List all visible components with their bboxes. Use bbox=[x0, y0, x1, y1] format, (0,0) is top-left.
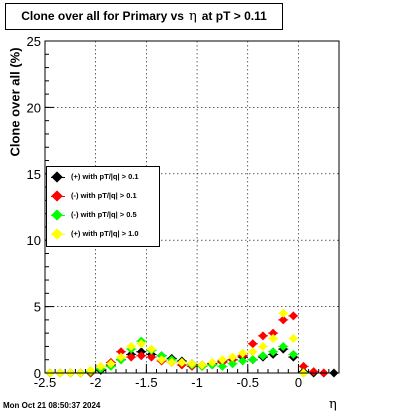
series-3 bbox=[45, 308, 309, 378]
data-point bbox=[167, 357, 177, 367]
x-tick-label: -1.5 bbox=[135, 375, 157, 390]
data-point bbox=[217, 355, 227, 365]
legend-label: (-) with pT/|q| > 0.1 bbox=[71, 191, 137, 200]
data-point bbox=[278, 341, 288, 351]
data-point bbox=[187, 359, 197, 369]
legend-marker bbox=[51, 209, 63, 221]
data-point bbox=[288, 311, 298, 321]
legend-marker bbox=[51, 228, 63, 240]
title-eta-symbol: η bbox=[188, 9, 197, 24]
timestamp: Mon Oct 21 08:50:37 2024 bbox=[3, 401, 101, 410]
data-point bbox=[238, 348, 248, 358]
data-point bbox=[146, 344, 156, 354]
data-point bbox=[288, 333, 298, 343]
data-point bbox=[238, 356, 248, 366]
x-tick-label: -0.5 bbox=[237, 375, 259, 390]
data-point bbox=[258, 351, 268, 361]
x-tick-label: -2.5 bbox=[34, 375, 56, 390]
chart-title: Clone over all for Primary vs η at pT > 0.… bbox=[5, 3, 283, 30]
legend-marker bbox=[51, 171, 63, 183]
series-1 bbox=[45, 311, 329, 378]
data-point bbox=[136, 351, 146, 361]
y-tick-label: 25 bbox=[27, 34, 41, 49]
data-point bbox=[116, 352, 126, 362]
data-point bbox=[146, 352, 156, 362]
y-tick-label: 0 bbox=[34, 366, 41, 381]
plot-frame bbox=[44, 40, 340, 374]
y-tick-label: 5 bbox=[34, 300, 41, 315]
x-axis-label: η bbox=[329, 397, 337, 412]
data-series bbox=[45, 308, 339, 378]
legend-item: (-) with pT/|q| > 0.1 bbox=[47, 189, 159, 205]
data-point bbox=[268, 328, 278, 338]
data-point bbox=[207, 357, 217, 367]
legend: (+) with pT/|q| > 0.1 (-) with pT/|q| > 0… bbox=[46, 166, 160, 247]
x-tick-label: 0 bbox=[295, 375, 302, 390]
data-point bbox=[258, 341, 268, 351]
data-point bbox=[248, 339, 258, 349]
axis-ticks: -2.5 -2 -1.5 -1 -0.5 0 0 5 10 15 20 25 bbox=[27, 34, 340, 390]
data-point bbox=[248, 347, 258, 357]
data-point bbox=[228, 359, 238, 369]
y-axis-label-text: Clone over all (%) bbox=[7, 47, 23, 157]
x-tick-label: -1 bbox=[191, 375, 203, 390]
data-point bbox=[126, 352, 136, 362]
legend-item: (-) with pT/|q| > 0.5 bbox=[47, 208, 159, 224]
data-point bbox=[96, 361, 106, 371]
data-point bbox=[299, 361, 309, 371]
data-point bbox=[268, 333, 278, 343]
data-point bbox=[177, 357, 187, 367]
y-tick-label: 15 bbox=[27, 167, 41, 182]
data-point bbox=[248, 355, 258, 365]
data-point bbox=[106, 359, 116, 369]
data-point bbox=[278, 315, 288, 325]
title-prefix: Clone over all for Primary vs bbox=[21, 9, 184, 23]
legend-label: (-) with pT/|q| > 0.5 bbox=[71, 210, 137, 219]
legend-marker bbox=[51, 190, 63, 202]
legend-label: (+) with pT/|q| > 0.1 bbox=[71, 172, 139, 181]
data-point bbox=[157, 355, 167, 365]
data-point bbox=[288, 349, 298, 359]
legend-item: (+) with pT/|q| > 0.1 bbox=[47, 170, 159, 186]
y-tick-label: 10 bbox=[27, 233, 41, 248]
y-tick-label: 20 bbox=[27, 100, 41, 115]
data-point bbox=[278, 308, 288, 318]
data-point bbox=[309, 367, 319, 377]
data-point bbox=[268, 347, 278, 357]
legend-label: (+) with pT/|q| > 1.0 bbox=[71, 229, 139, 238]
legend-item: (+) with pT/|q| > 1.0 bbox=[47, 227, 159, 243]
data-point bbox=[197, 360, 207, 370]
data-point bbox=[136, 339, 146, 349]
data-point bbox=[126, 341, 136, 351]
data-point bbox=[258, 331, 268, 341]
data-point bbox=[116, 347, 126, 357]
title-suffix: at pT > 0.11 bbox=[201, 9, 267, 23]
x-tick-label: -2 bbox=[90, 375, 102, 390]
data-point bbox=[228, 352, 238, 362]
data-point bbox=[217, 361, 227, 371]
